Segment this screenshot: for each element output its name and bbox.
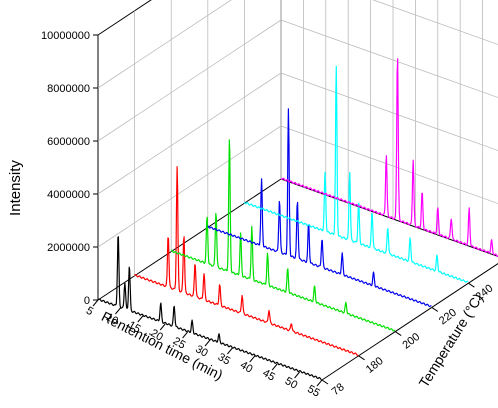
x-tick bbox=[182, 331, 188, 339]
z-tick-label: 200 bbox=[400, 331, 422, 352]
x-tick bbox=[204, 339, 211, 347]
z-tick-label: 78 bbox=[330, 381, 347, 398]
x-tick bbox=[316, 379, 323, 387]
back-grid-line bbox=[280, 19, 498, 98]
side-grid-line bbox=[97, 0, 232, 89]
series-line-6 bbox=[280, 58, 498, 257]
y-axis-title: Intensity bbox=[7, 160, 24, 216]
x-tick-label: 45 bbox=[260, 367, 277, 384]
x-tick bbox=[92, 299, 99, 307]
x-tick-label: 30 bbox=[193, 343, 210, 360]
x-tick-label: 40 bbox=[238, 359, 255, 376]
y-tick-label: 6000000 bbox=[47, 136, 90, 148]
z-tick bbox=[394, 331, 402, 337]
z-tick bbox=[358, 355, 365, 361]
series-line-3 bbox=[171, 139, 396, 332]
frame-edge bbox=[321, 263, 498, 381]
y-tick-label: 0 bbox=[84, 295, 90, 307]
x-tick-label: 15 bbox=[126, 319, 143, 336]
z-tick bbox=[321, 379, 329, 385]
side-grid-line bbox=[97, 125, 282, 248]
series-line-2 bbox=[134, 166, 359, 356]
series-line-4 bbox=[207, 108, 432, 308]
chart-axes: 0 2000000 4000000 6000000 8000000 10000000 5 10… bbox=[41, 30, 495, 400]
x-tick bbox=[294, 371, 300, 379]
back-grid-line bbox=[372, 0, 498, 45]
z-tick-label: 180 bbox=[364, 355, 386, 376]
x-tick bbox=[227, 347, 233, 355]
series-line-5 bbox=[243, 65, 469, 283]
side-grid-line bbox=[97, 19, 282, 142]
x-tick-label: 10 bbox=[104, 311, 121, 328]
z-tick bbox=[468, 282, 475, 288]
side-grid-line bbox=[97, 72, 282, 195]
x-tick-label: 5 bbox=[84, 305, 95, 318]
x-tick bbox=[159, 323, 166, 331]
frame-edge bbox=[97, 178, 282, 301]
x-tick bbox=[271, 363, 278, 371]
x-tick bbox=[249, 355, 256, 363]
x-tick bbox=[115, 307, 121, 315]
back-grid-line bbox=[280, 125, 498, 204]
z-tick bbox=[431, 306, 439, 312]
back-grid-line bbox=[280, 72, 498, 151]
x-tick-label: 25 bbox=[171, 335, 188, 352]
y-tick-label: 4000000 bbox=[47, 189, 90, 201]
series-line-1 bbox=[97, 236, 322, 381]
y-tick-label: 8000000 bbox=[47, 83, 90, 95]
frame-edge bbox=[97, 0, 152, 36]
y-tick-label: 2000000 bbox=[47, 242, 90, 254]
chart-grid bbox=[97, 0, 498, 276]
x-tick-label: 55 bbox=[305, 383, 322, 400]
x-tick-label: 20 bbox=[148, 327, 165, 344]
x-tick bbox=[137, 315, 144, 323]
x-tick-label: 35 bbox=[216, 351, 233, 368]
x-tick-label: 50 bbox=[283, 375, 300, 392]
y-tick-label: 10000000 bbox=[41, 30, 90, 42]
